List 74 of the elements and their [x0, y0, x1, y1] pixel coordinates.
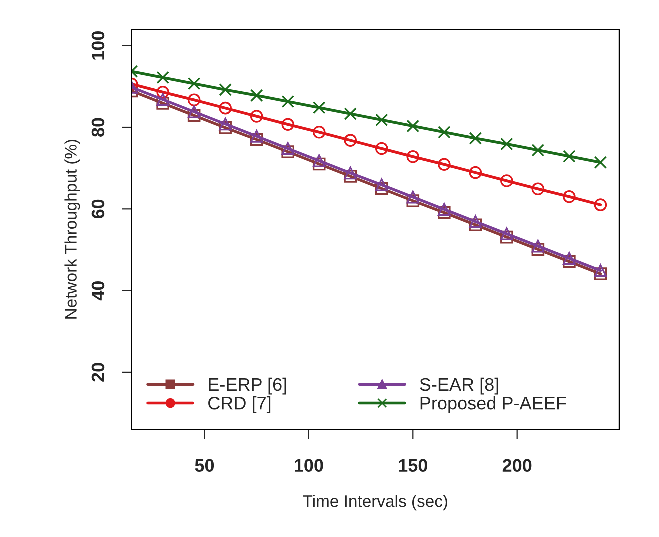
point — [156, 71, 170, 84]
point — [500, 174, 514, 188]
point — [188, 77, 201, 90]
point — [312, 126, 326, 139]
legend-label: Proposed P-AEEF — [420, 396, 566, 414]
point — [250, 133, 264, 146]
point — [156, 86, 170, 99]
point — [469, 218, 482, 232]
point — [282, 142, 294, 156]
point — [469, 166, 482, 180]
point — [438, 158, 451, 172]
point — [406, 150, 420, 164]
x-tick-label: 50 — [195, 459, 214, 472]
point — [375, 142, 388, 156]
x-tick-label: 200 — [502, 459, 532, 472]
point — [500, 138, 514, 151]
point — [344, 108, 358, 120]
point — [250, 89, 264, 102]
point — [438, 203, 451, 216]
point — [532, 240, 545, 253]
point — [532, 182, 545, 196]
x-tick-label: 150 — [399, 459, 428, 472]
point — [469, 132, 482, 145]
point — [438, 206, 451, 220]
point — [344, 170, 358, 183]
point — [532, 144, 545, 157]
y-axis-title: Network Throughput (%) — [64, 140, 80, 319]
point — [594, 264, 608, 278]
legend-label: CRD [7] — [208, 396, 271, 414]
x-axis-title: Time Intervals (sec) — [303, 495, 448, 511]
point — [375, 178, 388, 192]
point — [219, 122, 232, 134]
y-tick-label: 80 — [92, 118, 105, 137]
x-tick-label: 100 — [295, 459, 324, 472]
point — [532, 243, 545, 256]
point — [282, 95, 294, 108]
point — [406, 194, 420, 208]
point — [563, 150, 576, 163]
y-tick-label: 20 — [92, 363, 105, 382]
point — [219, 84, 232, 96]
point — [250, 130, 264, 143]
point — [219, 102, 232, 115]
point — [312, 158, 326, 171]
point — [344, 166, 358, 180]
point — [282, 146, 294, 158]
y-tick-label: 60 — [92, 200, 105, 219]
point — [188, 106, 201, 118]
point — [219, 118, 232, 131]
point — [438, 126, 451, 139]
point — [406, 120, 420, 133]
point — [563, 190, 576, 204]
point — [500, 230, 514, 244]
point — [594, 156, 608, 170]
point — [594, 268, 608, 280]
point — [563, 255, 576, 268]
point — [312, 102, 326, 114]
point — [469, 215, 482, 228]
y-tick-label: 100 — [92, 32, 105, 60]
legend-label: E-ERP [6] — [209, 378, 286, 395]
y-tick-label: 40 — [92, 282, 105, 301]
point — [375, 182, 388, 196]
point — [250, 110, 264, 123]
point — [375, 114, 388, 127]
point — [500, 228, 514, 240]
point — [188, 109, 201, 122]
point — [282, 118, 294, 132]
point — [563, 252, 576, 265]
point — [188, 94, 201, 107]
point — [344, 134, 358, 147]
point — [312, 154, 326, 168]
legend-label: S-EAR [8] — [420, 378, 498, 395]
point — [406, 190, 420, 204]
point — [156, 93, 170, 106]
point — [594, 198, 608, 212]
